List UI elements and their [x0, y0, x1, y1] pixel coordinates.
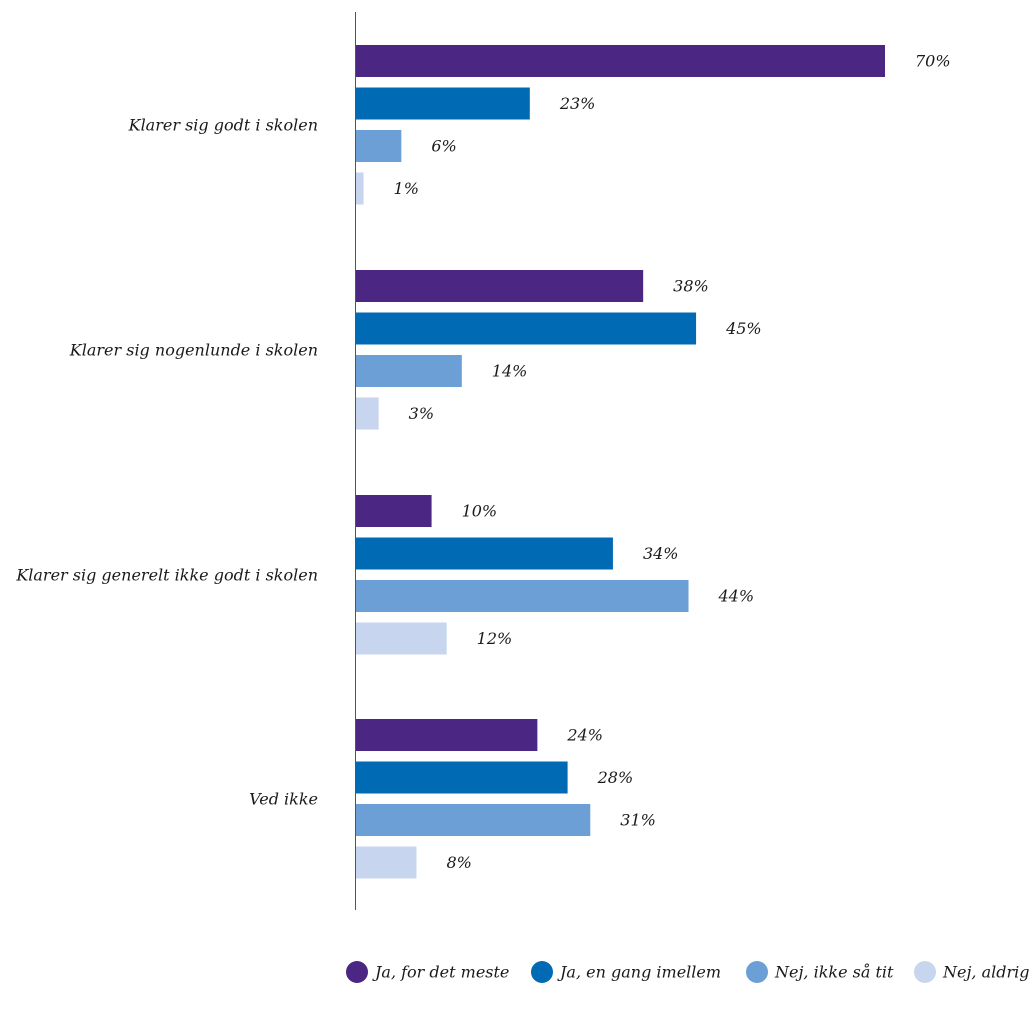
data-label: 70%: [915, 52, 951, 71]
bar: [356, 537, 613, 570]
legend-label: Ja, en gang imellem: [557, 963, 721, 982]
bar: [356, 397, 379, 430]
bar: [356, 312, 697, 345]
bar: [356, 495, 432, 527]
data-label: 1%: [394, 179, 419, 198]
data-label: 12%: [477, 629, 513, 648]
category-label: Klarer sig nogenlunde i skolen: [69, 340, 318, 359]
data-label: 6%: [431, 137, 456, 156]
data-label: 44%: [718, 587, 755, 606]
value-labels: 70% 23% 6% 1% 38% 45% 14% 3% 10% 34% 44% 12% 24% 28% 3…: [394, 52, 951, 873]
legend: Ja, for det meste Ja, en gang imellem Nej,…: [346, 961, 1030, 983]
bar: [356, 846, 417, 879]
category-label: Klarer sig generelt ikke godt i skolen: [15, 565, 318, 584]
legend-label: Ja, for det meste: [372, 963, 509, 982]
category-label: Ved ikke: [249, 789, 318, 808]
data-label: 8%: [446, 853, 471, 872]
data-label: 14%: [492, 362, 528, 381]
bar: [356, 270, 644, 302]
legend-swatch: [914, 961, 936, 983]
bar: [356, 622, 447, 655]
bar: [356, 172, 364, 205]
data-label: 28%: [597, 768, 634, 787]
bar: [356, 87, 530, 120]
bar: [356, 130, 402, 162]
bar: [356, 580, 689, 612]
legend-label: Nej, ikke så tit: [774, 963, 894, 982]
legend-swatch: [531, 961, 553, 983]
data-label: 38%: [673, 277, 709, 296]
data-label: 45%: [725, 319, 762, 338]
data-label: 24%: [566, 726, 603, 745]
bar: [356, 355, 462, 387]
data-label: 34%: [643, 544, 679, 563]
legend-swatch: [746, 961, 768, 983]
bar: [356, 804, 591, 836]
data-label: 31%: [620, 811, 656, 830]
bar: [356, 45, 885, 77]
category-labels: Klarer sig godt i skolen Klarer sig nogen…: [15, 115, 318, 808]
category-label: Klarer sig godt i skolen: [128, 115, 318, 134]
bars-layer: [356, 45, 885, 879]
data-label: 10%: [462, 502, 498, 521]
bar: [356, 761, 568, 794]
data-label: 23%: [559, 94, 596, 113]
bar: [356, 719, 538, 751]
legend-swatch: [346, 961, 368, 983]
data-label: 3%: [409, 404, 434, 423]
legend-label: Nej, aldrig: [942, 963, 1030, 982]
